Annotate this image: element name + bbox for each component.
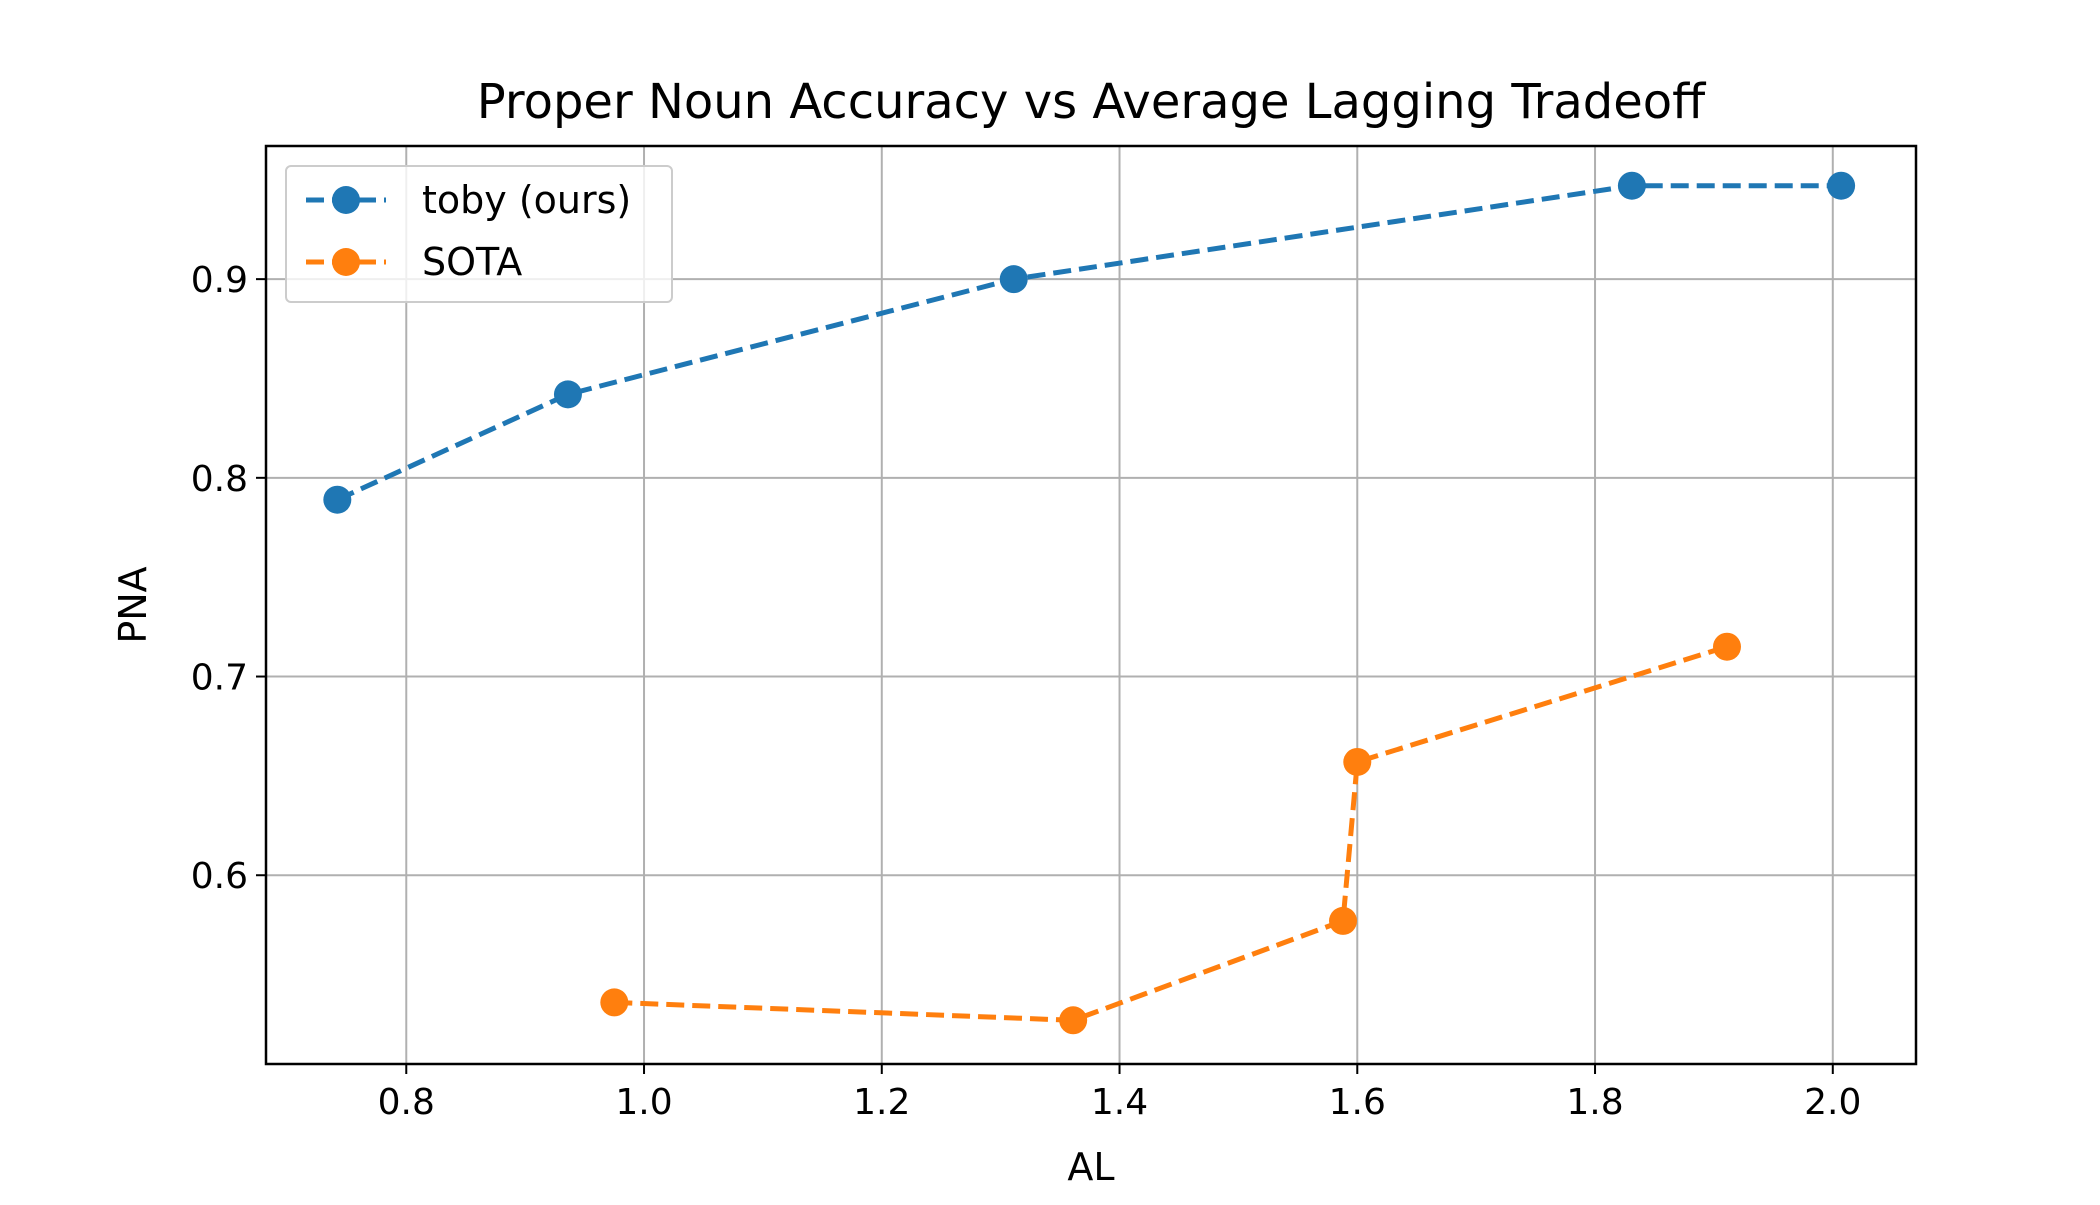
legend-label: SOTA (422, 240, 522, 284)
legend-entries: toby (ours) SOTA (306, 178, 631, 284)
data-point (999, 265, 1028, 294)
series-2 (600, 632, 1741, 1035)
x-tick-label: 1.8 (1566, 1082, 1623, 1123)
axis-ticks: 0.8 1.0 1.2 1.4 1.6 1.8 2.0 0.6 0.7 0.8 0.9 (191, 260, 1862, 1123)
y-tick-label: 0.8 (191, 459, 248, 500)
data-point (1712, 632, 1741, 661)
legend-label: toby (ours) (422, 178, 631, 222)
data-point (323, 485, 352, 514)
y-tick-label: 0.6 (191, 856, 248, 897)
x-tick-label: 2.0 (1804, 1082, 1861, 1123)
series-line (614, 644, 1728, 1023)
chart-title: Proper Noun Accuracy vs Average Lagging … (477, 74, 1706, 130)
plot-series (323, 171, 1856, 1035)
y-tick-label: 0.9 (191, 260, 248, 301)
x-tick-label: 1.0 (615, 1082, 672, 1123)
legend-entry: toby (ours) (306, 178, 631, 222)
legend-entry: SOTA (306, 240, 522, 284)
series-1 (323, 171, 1856, 514)
data-point (1617, 171, 1646, 200)
x-tick-label: 1.2 (853, 1082, 910, 1123)
y-tick-label: 0.7 (191, 658, 248, 699)
data-point (1343, 747, 1372, 776)
x-axis-label: AL (1067, 1145, 1114, 1189)
legend-box (285, 165, 673, 303)
data-point (600, 988, 629, 1017)
x-tick-label: 1.6 (1329, 1082, 1386, 1123)
data-point (1827, 171, 1856, 200)
legend: toby (ours) SOTA (285, 165, 673, 303)
x-tick-label: 0.8 (378, 1082, 435, 1123)
data-point (1059, 1006, 1088, 1035)
y-axis-label: PNA (111, 566, 155, 643)
plot-frame (264, 144, 1918, 1066)
x-tick-label: 1.4 (1091, 1082, 1148, 1123)
data-point (1329, 906, 1358, 935)
legend-marker-swatch (332, 248, 360, 276)
legend-marker-swatch (332, 186, 360, 214)
data-point (553, 380, 582, 409)
